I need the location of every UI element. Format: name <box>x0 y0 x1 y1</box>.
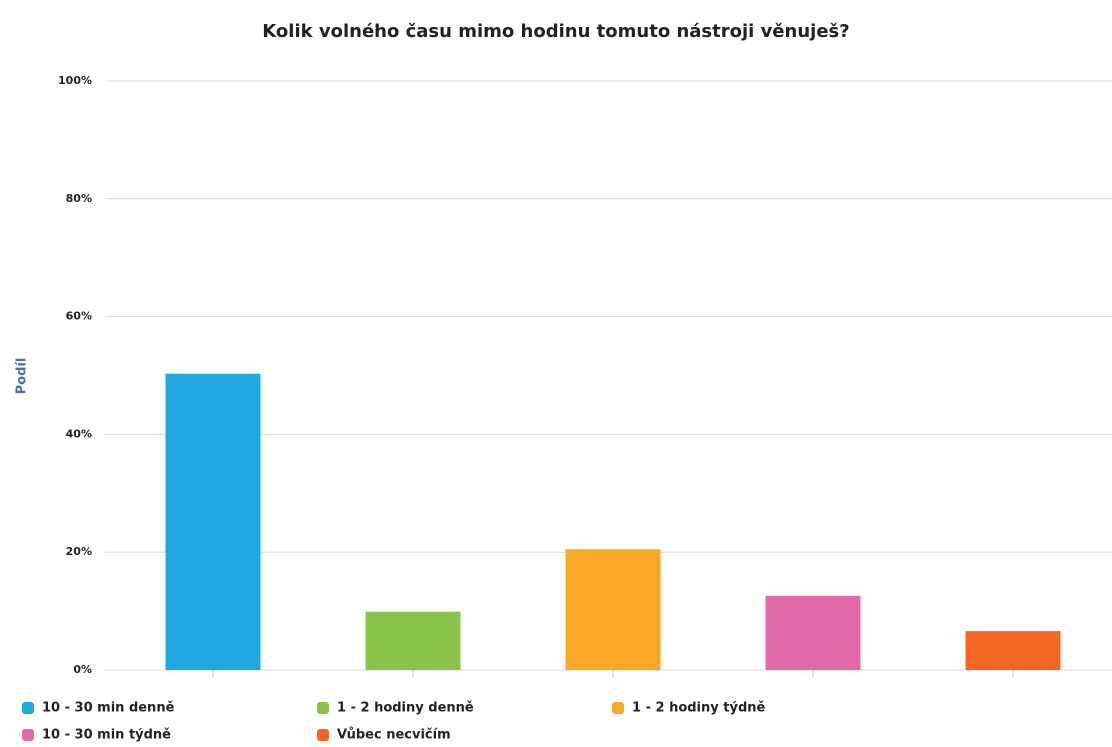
y-tick-label: 20% <box>66 545 92 558</box>
y-tick-label: 100% <box>58 74 92 87</box>
y-tick-label: 0% <box>73 663 92 676</box>
legend-swatch <box>22 702 34 714</box>
legend-swatch <box>22 729 34 741</box>
bar <box>565 549 661 670</box>
legend-swatch <box>612 702 624 714</box>
legend-label: 1 - 2 hodiny týdně <box>632 701 766 716</box>
legend-label: Vůbec necvičím <box>337 728 451 743</box>
bar <box>965 631 1061 670</box>
bar <box>165 373 261 670</box>
bar <box>365 611 461 670</box>
legend-label: 10 - 30 min týdně <box>42 728 171 743</box>
y-tick-label: 80% <box>66 192 92 205</box>
chart-title: Kolik volného času mimo hodinu tomuto ná… <box>262 21 849 42</box>
y-tick-label: 60% <box>66 310 92 323</box>
legend-swatch <box>317 729 329 741</box>
legend-label: 1 - 2 hodiny denně <box>337 701 474 716</box>
bar <box>765 595 861 670</box>
legend-swatch <box>317 702 329 714</box>
y-tick-label: 40% <box>66 427 92 440</box>
legend-label: 10 - 30 min denně <box>42 701 175 716</box>
y-axis-label: Podíl <box>15 358 30 395</box>
